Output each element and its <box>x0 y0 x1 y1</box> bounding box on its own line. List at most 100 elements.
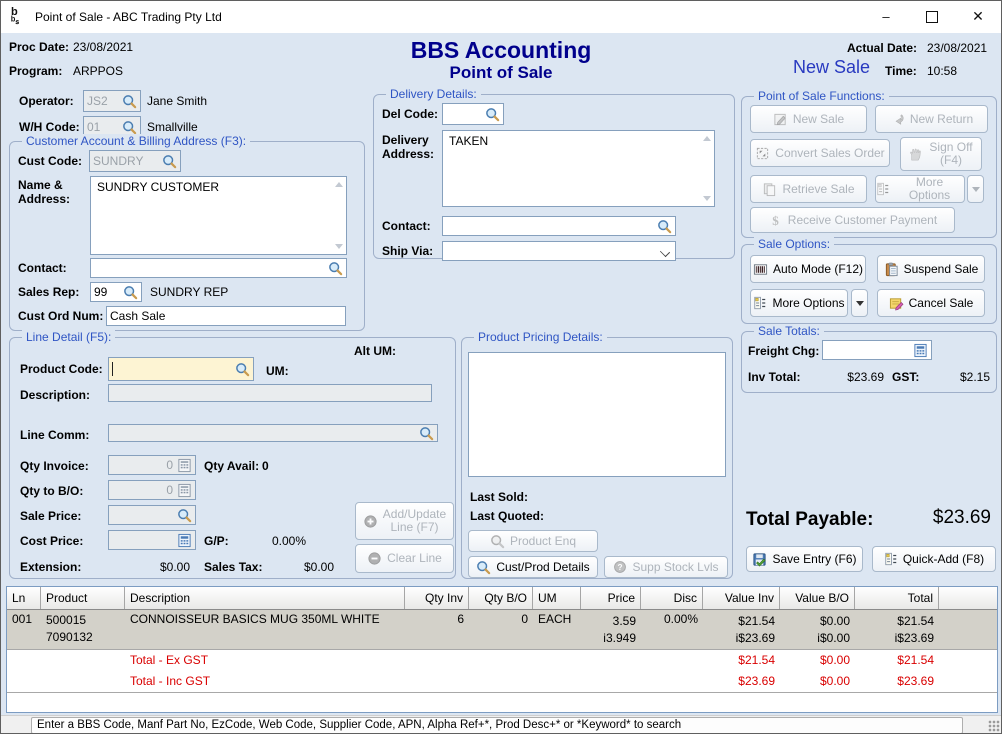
chevron-down-icon <box>659 246 671 258</box>
sales-rep-field[interactable]: 99 <box>90 282 142 302</box>
line-comm-input[interactable] <box>112 426 419 440</box>
cancel-sale-button[interactable]: Cancel Sale <box>877 289 985 317</box>
col-description: Description <box>125 587 405 609</box>
qty-invoice-field[interactable]: 0 <box>108 455 196 475</box>
gst-label: GST: <box>892 370 920 384</box>
cust-ord-field[interactable] <box>106 306 346 326</box>
cust-ord-input[interactable] <box>110 309 342 323</box>
scroll-down-icon[interactable] <box>703 196 711 201</box>
delivery-address-textarea[interactable]: TAKEN <box>442 130 715 207</box>
billing-contact-input[interactable] <box>94 261 328 275</box>
cost-price-field[interactable] <box>108 530 196 550</box>
save-entry-button[interactable]: Save Entry (F6) <box>746 546 863 572</box>
convert-icon <box>755 146 770 161</box>
scroll-up-icon[interactable] <box>703 136 711 141</box>
freight-field[interactable] <box>822 340 932 360</box>
billing-contact-field[interactable] <box>90 258 347 278</box>
billing-contact-label: Contact: <box>18 261 67 275</box>
search-icon[interactable] <box>419 426 434 441</box>
quick-add-button[interactable]: Quick-Add (F8) <box>872 546 996 572</box>
sale-price-label: Sale Price: <box>20 509 82 523</box>
barcode-icon <box>753 262 768 277</box>
dollar-icon <box>768 213 783 228</box>
search-icon[interactable] <box>485 107 500 122</box>
scroll-up-icon[interactable] <box>335 182 343 187</box>
sale-price-input[interactable] <box>112 508 177 522</box>
description-field[interactable] <box>108 384 432 402</box>
del-code-input[interactable] <box>446 107 485 121</box>
search-icon[interactable] <box>177 508 192 523</box>
operator-code-field[interactable]: JS2 <box>83 90 141 112</box>
convert-sales-order-button-label: Convert Sales Order <box>775 145 885 160</box>
product-code-input[interactable] <box>112 362 235 376</box>
cust-prod-details-button[interactable]: Cust/Prod Details <box>468 556 598 578</box>
suspend-sale-button[interactable]: Suspend Sale <box>877 255 985 283</box>
search-icon[interactable] <box>122 94 137 109</box>
last-sold-label: Last Sold: <box>470 490 529 504</box>
calculator-icon[interactable] <box>913 343 928 358</box>
new-sale-button[interactable]: New Sale <box>750 105 867 133</box>
new-return-button[interactable]: New Return <box>875 105 988 133</box>
scroll-down-icon[interactable] <box>335 244 343 249</box>
search-icon[interactable] <box>162 154 177 169</box>
qty-bo-field[interactable]: 0 <box>108 480 196 500</box>
search-icon[interactable] <box>122 120 137 135</box>
description-input[interactable] <box>112 386 428 400</box>
close-button[interactable]: ✕ <box>972 8 984 24</box>
search-icon[interactable] <box>235 362 250 377</box>
product-code-field[interactable] <box>108 357 254 381</box>
more-options-button[interactable]: More Options <box>875 175 965 203</box>
cust-code-field[interactable]: SUNDRY <box>89 150 181 172</box>
minimize-button[interactable]: – <box>882 9 890 24</box>
del-code-field[interactable] <box>442 103 504 125</box>
total-ex-gst-label: Total - Ex GST <box>130 653 209 667</box>
auto-mode-button[interactable]: Auto Mode (F12) <box>750 255 866 283</box>
search-icon[interactable] <box>123 285 138 300</box>
pages-icon <box>762 182 777 197</box>
supp-stock-button[interactable]: Supp Stock Lvls <box>604 556 728 578</box>
maximize-button[interactable] <box>909 1 955 32</box>
sale-more-options-button[interactable]: More Options <box>750 289 848 317</box>
total-payable-value: $23.69 <box>932 507 991 528</box>
product-pricing-group: Product Pricing Details: Last Sold: Last… <box>461 330 733 579</box>
line-comm-field[interactable] <box>108 424 438 442</box>
line-comm-label: Line Comm: <box>20 428 90 442</box>
row-product-alt-code: 7090132 <box>46 630 93 644</box>
name-address-textarea[interactable]: SUNDRY CUSTOMER <box>90 176 347 255</box>
pos-functions-group-title: Point of Sale Functions: <box>754 89 889 103</box>
row-value-inv: $21.54 i$23.69 <box>703 610 780 649</box>
product-enq-button[interactable]: Product Enq <box>468 530 598 552</box>
total-inc-gst-row: Total - Inc GST $23.69 $0.00 $23.69 <box>7 671 997 693</box>
qty-bo-label: Qty to B/O: <box>20 484 84 498</box>
ship-via-label: Ship Via: <box>382 244 434 258</box>
inv-total-value: $23.69 <box>847 370 884 384</box>
sale-more-options-dropdown-button[interactable] <box>851 289 868 317</box>
add-update-line-button[interactable]: Add/Update Line (F7) <box>355 502 454 540</box>
delivery-contact-field[interactable] <box>442 216 676 236</box>
delivery-contact-input[interactable] <box>446 219 657 233</box>
keypad-icon[interactable] <box>177 483 192 498</box>
total-inc-gst-total: $23.69 <box>897 674 934 688</box>
search-icon[interactable] <box>657 219 672 234</box>
window-title: Point of Sale - ABC Trading Pty Ltd <box>35 10 222 24</box>
clear-line-button[interactable]: Clear Line <box>355 544 454 573</box>
convert-sales-order-button[interactable]: Convert Sales Order <box>750 139 890 167</box>
row-total: $21.54 i$23.69 <box>855 610 939 649</box>
more-options-dropdown-button[interactable] <box>967 175 984 203</box>
resize-grip[interactable] <box>988 720 1000 732</box>
customer-group-title: Customer Account & Billing Address (F3): <box>22 134 251 148</box>
name-address-label: Name & Address: <box>18 178 71 206</box>
freight-input[interactable] <box>826 343 913 357</box>
retrieve-sale-button[interactable]: Retrieve Sale <box>750 175 867 203</box>
cost-price-input[interactable] <box>112 533 177 547</box>
sales-rep-name: SUNDRY REP <box>150 285 229 299</box>
table-row[interactable]: 001 500015 7090132 CONNOISSEUR BASICS MU… <box>7 610 997 650</box>
calculator-icon[interactable] <box>177 533 192 548</box>
ship-via-select[interactable] <box>442 241 676 261</box>
keypad-icon[interactable] <box>177 458 192 473</box>
delivery-group-title: Delivery Details: <box>386 87 481 101</box>
sale-price-field[interactable] <box>108 505 196 525</box>
receive-payment-button[interactable]: Receive Customer Payment <box>750 207 955 233</box>
sign-off-button[interactable]: Sign Off (F4) <box>900 137 982 171</box>
search-icon[interactable] <box>328 261 343 276</box>
